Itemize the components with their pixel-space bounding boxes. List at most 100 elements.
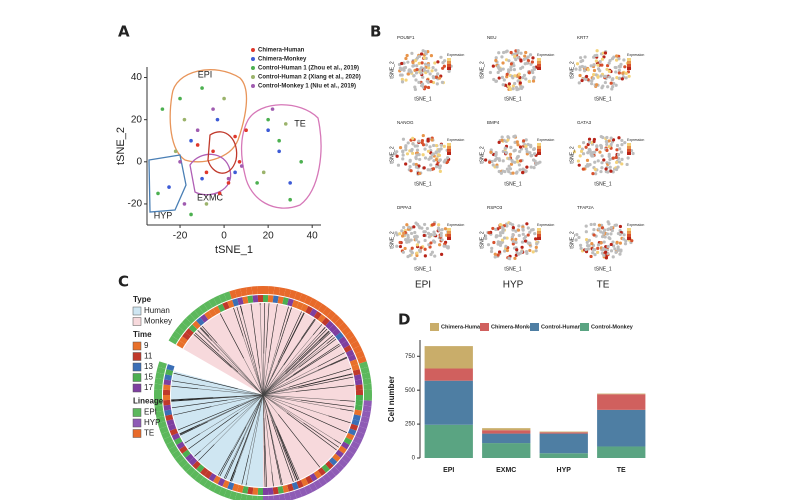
lineage-ring: [154, 377, 164, 385]
lineage-ring: [234, 492, 243, 500]
lineage-ring: [363, 383, 372, 390]
cell-dot: [601, 135, 605, 140]
legend-label: Chimera-Human: [258, 48, 305, 54]
cell-dot: [592, 73, 596, 77]
cell-dot: [418, 157, 422, 162]
tree-branch: [205, 385, 264, 396]
cell-dot: [591, 76, 596, 81]
lineage-ring: [156, 366, 166, 375]
lineage-ring: [326, 470, 336, 480]
lineage-ring: [171, 330, 182, 340]
cell-dot: [404, 162, 408, 166]
time-ring: [321, 464, 330, 473]
time-ring: [237, 297, 244, 306]
tree-branch: [200, 327, 210, 337]
tree-branch: [194, 450, 201, 457]
cell-dot: [528, 230, 532, 234]
cell-dot: [595, 49, 599, 53]
legend-title: Expression: [627, 138, 644, 142]
cell-dot: [528, 248, 532, 253]
y-axis-label: tSNE_2: [389, 231, 395, 248]
cell-dot: [596, 243, 601, 247]
gene-title: DPPA3: [397, 205, 412, 210]
cell-dot: [400, 73, 404, 77]
point: [277, 149, 281, 154]
cell-dot: [398, 244, 403, 249]
cell-dot: [589, 64, 593, 68]
cell-dot: [587, 137, 592, 141]
bar-segment: [424, 346, 473, 369]
cell-dot: [423, 238, 427, 243]
cell-dot: [526, 142, 530, 147]
cell-dot: [524, 144, 528, 148]
cell-dot: [513, 134, 517, 138]
legend-label: 17: [144, 383, 153, 392]
cell-dot: [484, 236, 488, 241]
tree-branch: [262, 366, 319, 396]
cell-dot: [516, 228, 521, 232]
cell-dot: [594, 172, 598, 176]
cell-dot: [612, 81, 616, 86]
cell-dot: [403, 246, 407, 251]
cell-dot: [420, 138, 425, 143]
cell-dot: [592, 222, 597, 226]
cell-dot: [520, 245, 524, 249]
lineage-ring: [213, 484, 222, 495]
legend-swatch: [132, 429, 142, 438]
time-ring: [242, 296, 249, 305]
x-axis-label: tSNE_1: [215, 244, 253, 256]
cell-dot: [509, 50, 513, 55]
lineage-ring: [304, 295, 313, 306]
cell-dot: [580, 64, 584, 69]
cell-dot: [406, 233, 410, 238]
panel-label: A: [118, 23, 130, 41]
tree-branch: [243, 358, 264, 396]
time-ring: [340, 441, 350, 450]
cell-dot: [624, 239, 628, 243]
cell-dot: [429, 156, 433, 160]
cell-dot: [421, 133, 425, 138]
lineage-ring: [334, 317, 345, 328]
cell-dot: [440, 80, 445, 85]
tree-branch: [262, 394, 273, 472]
bar-segment: [597, 394, 646, 410]
tree-branch: [171, 399, 194, 402]
tree-branch: [231, 470, 236, 482]
lineage-ring: [334, 462, 345, 473]
cell-dot: [516, 79, 520, 83]
cell-dot: [524, 147, 528, 151]
tree-branch: [303, 422, 339, 448]
time-ring: [182, 332, 191, 341]
feature-plot: RSPO3 tSNE_1 tSNE_2 Expression: [479, 205, 554, 272]
cell-dot: [440, 228, 444, 232]
tree-branch: [179, 424, 200, 435]
legend-label: Control-Human: [541, 324, 582, 330]
cell-dot: [415, 251, 419, 255]
cell-dot: [402, 225, 406, 230]
cell-dot: [587, 244, 591, 248]
lineage-ring: [245, 286, 253, 296]
cell-dot: [436, 60, 440, 64]
tree-branch: [328, 415, 351, 424]
cell-dot: [600, 166, 604, 170]
cell-dot: [494, 56, 498, 60]
cell-dot: [623, 141, 627, 145]
cell-dot: [491, 163, 495, 167]
lineage-ring: [154, 395, 163, 401]
y-tick-label: 0: [136, 156, 142, 167]
tree-branch: [171, 399, 228, 409]
feature-plot: KRT7 tSNE_1 tSNE_2 Expression: [569, 35, 644, 102]
cell-dot: [577, 81, 581, 85]
cell-dot: [434, 157, 439, 162]
lineage-ring: [263, 495, 269, 500]
cell-dot: [423, 247, 427, 251]
tree-branch: [262, 369, 293, 396]
time-ring: [332, 453, 341, 462]
cell-dot: [593, 54, 597, 58]
cell-dot: [406, 60, 410, 64]
lineage-ring: [363, 395, 372, 401]
time-ring: [291, 299, 299, 309]
lineage-ring: [163, 436, 174, 445]
cell-dot: [507, 59, 511, 63]
point: [167, 185, 171, 189]
